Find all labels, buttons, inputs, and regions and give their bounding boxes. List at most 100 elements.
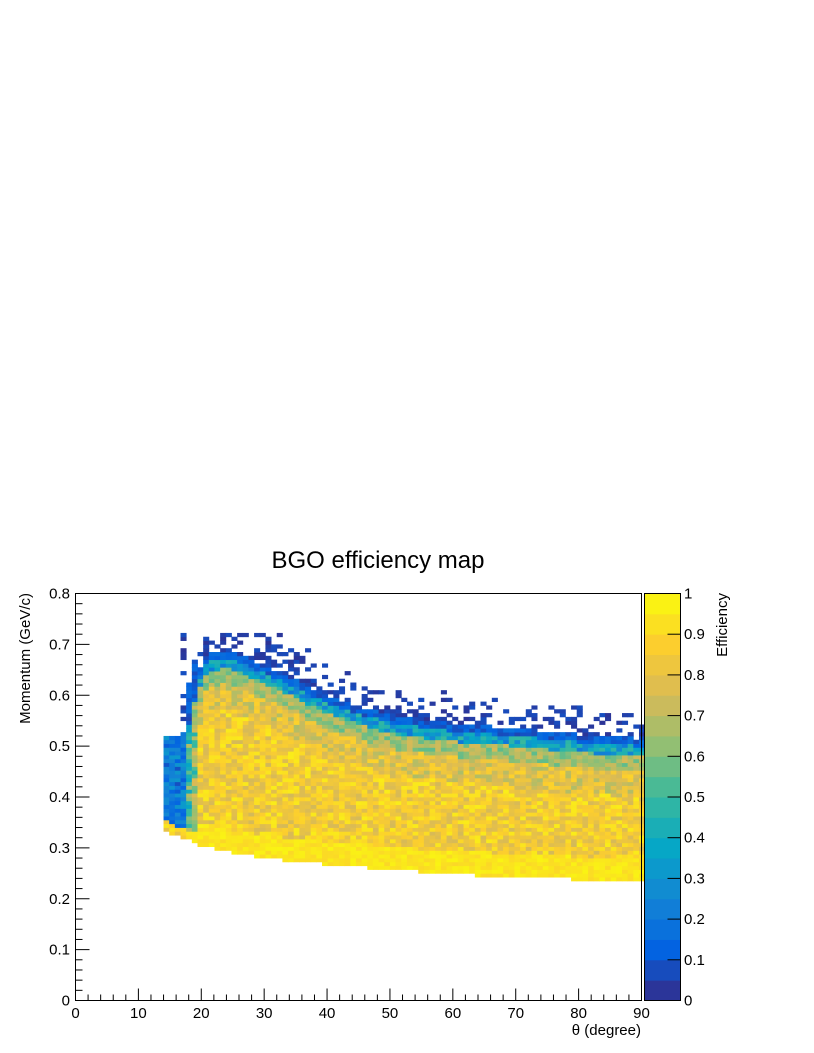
heatmap-cell: [486, 713, 493, 718]
heatmap-cell: [638, 861, 646, 867]
heatmap-cell: [395, 793, 402, 798]
heatmap-cell: [327, 724, 334, 729]
heatmap-cell: [350, 728, 357, 733]
heatmap-cell: [542, 755, 549, 760]
heatmap-cell: [242, 770, 249, 775]
heatmap-cell: [248, 735, 255, 741]
heatmap-cell: [542, 716, 549, 722]
heatmap-cell: [610, 774, 617, 779]
heatmap-cell: [440, 720, 447, 725]
heatmap-cell: [638, 838, 646, 844]
heatmap-cell: [169, 755, 176, 760]
heatmap-cell: [627, 732, 634, 737]
heatmap-cell: [282, 739, 289, 744]
heatmap-cell: [571, 800, 578, 806]
heatmap-cell: [582, 751, 589, 756]
heatmap-cell: [361, 701, 368, 706]
heatmap-cell: [174, 804, 181, 809]
heatmap-cell: [174, 762, 181, 767]
colorbar-segment: [644, 980, 681, 1001]
heatmap-cell: [412, 777, 419, 783]
heatmap-cell: [333, 728, 340, 733]
heatmap-cell: [220, 709, 227, 714]
heatmap-cell: [616, 838, 623, 844]
y-tick-label: 0.2: [49, 891, 70, 908]
heatmap-cell: [191, 789, 198, 794]
heatmap-cell: [225, 831, 232, 836]
heatmap-cell: [344, 709, 351, 714]
heatmap-cell: [242, 785, 249, 790]
heatmap-cell: [457, 865, 464, 870]
heatmap-cell: [231, 667, 238, 672]
heatmap-cell: [361, 793, 368, 798]
heatmap-cell: [191, 735, 198, 741]
heatmap-cell: [440, 869, 447, 874]
heatmap-cell: [582, 781, 589, 786]
heatmap-cell: [633, 758, 640, 764]
heatmap-cell: [265, 686, 272, 691]
heatmap-cell: [463, 819, 470, 825]
heatmap-cell: [503, 850, 510, 855]
heatmap-cell: [254, 755, 261, 760]
heatmap-cell: [361, 693, 368, 699]
heatmap-cell: [491, 770, 498, 775]
heatmap-cell: [339, 735, 346, 741]
heatmap-cell: [316, 732, 323, 737]
heatmap-cell: [231, 850, 238, 855]
heatmap-cell: [531, 797, 538, 802]
heatmap-cell: [305, 850, 312, 855]
heatmap-cell: [305, 835, 312, 840]
heatmap-cell: [344, 716, 351, 722]
heatmap-cell: [406, 743, 413, 748]
heatmap-cell: [237, 652, 244, 657]
heatmap-cell: [378, 789, 385, 794]
heatmap-cell: [537, 819, 544, 825]
heatmap-cell: [208, 743, 215, 748]
heatmap-cell: [191, 697, 198, 703]
heatmap-cell: [254, 674, 261, 680]
heatmap-cell: [638, 823, 646, 828]
heatmap-cell: [429, 816, 436, 821]
heatmap-cell: [367, 735, 374, 741]
heatmap-cell: [225, 766, 232, 771]
heatmap-cell: [599, 743, 606, 748]
heatmap-cell: [491, 850, 498, 855]
heatmap-cell: [265, 758, 272, 764]
heatmap-cell: [514, 831, 521, 836]
heatmap-cell: [208, 678, 215, 683]
heatmap-cell: [440, 831, 447, 836]
heatmap-cell: [225, 678, 232, 683]
heatmap-cell: [225, 804, 232, 809]
heatmap-cell: [599, 838, 606, 844]
heatmap-cell: [463, 850, 470, 855]
heatmap-cell: [361, 720, 368, 725]
heatmap-cell: [423, 713, 430, 718]
heatmap-cell: [463, 858, 470, 863]
heatmap-cell: [265, 800, 272, 806]
heatmap-cell: [610, 808, 617, 813]
heatmap-cell: [486, 762, 493, 767]
heatmap-cell: [474, 846, 481, 851]
heatmap-cell: [497, 873, 504, 878]
heatmap-cell: [554, 751, 561, 756]
heatmap-cell: [214, 743, 221, 748]
heatmap-cell: [220, 636, 227, 641]
heatmap-cell: [242, 667, 249, 672]
heatmap-cell: [638, 873, 646, 878]
heatmap-cell: [616, 823, 623, 828]
heatmap-cell: [491, 846, 498, 851]
heatmap-cell: [191, 732, 198, 737]
heatmap-cell: [310, 785, 317, 790]
heatmap-cell: [378, 808, 385, 813]
heatmap-cell: [378, 785, 385, 790]
heatmap-cell: [633, 808, 640, 813]
heatmap-cell: [186, 755, 193, 760]
heatmap-cell: [554, 770, 561, 775]
heatmap-cell: [163, 777, 170, 783]
heatmap-cell: [276, 732, 283, 737]
heatmap-cell: [497, 747, 504, 752]
heatmap-cell: [327, 713, 334, 718]
heatmap-cell: [271, 743, 278, 748]
heatmap-cell: [378, 762, 385, 767]
heatmap-cell: [525, 732, 532, 737]
